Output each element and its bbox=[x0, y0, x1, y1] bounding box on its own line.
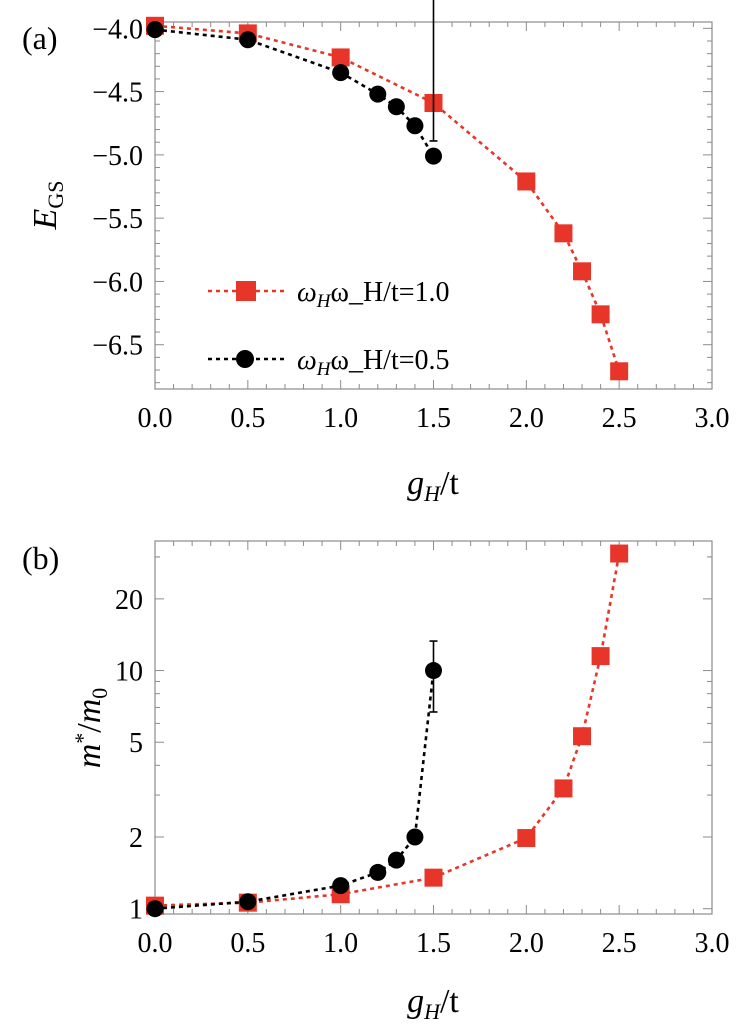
data-point-circle bbox=[369, 85, 387, 103]
panel-a-x-axis-label: gH/t bbox=[407, 465, 459, 506]
y-tick-label: −6.5 bbox=[92, 331, 143, 362]
y-tick-label: 2 bbox=[129, 823, 143, 854]
x-tick-label: 3.0 bbox=[695, 928, 730, 959]
data-point-circle bbox=[239, 31, 257, 49]
x-tick-label: 0.5 bbox=[230, 928, 265, 959]
panel-a-series bbox=[146, 0, 629, 381]
panel-b-frame bbox=[154, 540, 713, 915]
panel-b-x-tick-labels: 0.0 0.5 1.0 1.5 2.0 2.5 3.0 bbox=[138, 928, 730, 959]
data-point-circle bbox=[406, 828, 424, 846]
data-point-square bbox=[591, 305, 610, 324]
data-point-circle bbox=[387, 851, 405, 869]
series-line-black bbox=[154, 670, 435, 910]
panel-b-x-axis-label: gH/t bbox=[407, 983, 459, 1024]
data-point-square bbox=[573, 727, 592, 746]
data-point-square bbox=[554, 224, 573, 243]
x-tick-label: 1.5 bbox=[416, 403, 451, 434]
panel-a-label: (a) bbox=[22, 20, 58, 56]
x-tick-label: 1.5 bbox=[416, 928, 451, 959]
series-line-red bbox=[154, 24, 621, 372]
data-point-circle bbox=[146, 21, 164, 39]
y-tick-label: 20 bbox=[115, 585, 143, 616]
panel-b-y-tick-labels: 1 2 5 10 20 bbox=[115, 585, 143, 926]
panel-b-label: (b) bbox=[22, 540, 59, 576]
data-point-circle bbox=[332, 877, 350, 895]
y-tick-label: −6.0 bbox=[92, 267, 143, 298]
series-line-red bbox=[154, 553, 621, 907]
legend: ωHω_H/t=1.0 ωHω_H/t=0.5 bbox=[208, 277, 450, 380]
data-point-square bbox=[610, 362, 629, 381]
data-point-circle bbox=[387, 98, 405, 116]
x-tick-label: 2.0 bbox=[509, 928, 544, 959]
legend-label-omega-0.5: ωHω_H/t=0.5 bbox=[297, 345, 450, 380]
y-tick-label: 5 bbox=[129, 728, 143, 759]
data-point-square bbox=[591, 647, 610, 666]
data-point-square bbox=[424, 868, 443, 887]
data-point-circle bbox=[369, 863, 387, 881]
data-point-square bbox=[554, 779, 573, 798]
y-tick-label: 10 bbox=[115, 657, 143, 688]
x-tick-label: 0.0 bbox=[138, 928, 173, 959]
panel-a-y-tick-labels: −4.0 −4.5 −5.0 −5.5 −6.0 −6.5 bbox=[92, 14, 143, 361]
series-line-black bbox=[154, 28, 435, 157]
legend-square-marker bbox=[236, 281, 256, 301]
x-tick-label: 0.5 bbox=[230, 403, 265, 434]
x-tick-label: 1.0 bbox=[323, 928, 358, 959]
y-tick-label: −4.0 bbox=[92, 14, 143, 45]
legend-label-omega-1.0: ωHω_H/t=1.0 bbox=[297, 277, 450, 312]
legend-text-2: ω_H/t=0.5 bbox=[331, 345, 450, 376]
data-point-circle bbox=[406, 117, 424, 135]
x-tick-label: 3.0 bbox=[695, 403, 730, 434]
x-tick-label: 1.0 bbox=[323, 403, 358, 434]
data-point-circle bbox=[425, 662, 442, 680]
panel-b-series bbox=[146, 544, 629, 918]
legend-item-omega-1.0: ωHω_H/t=1.0 bbox=[208, 277, 450, 312]
data-point-circle bbox=[239, 893, 257, 911]
data-point-circle bbox=[425, 147, 442, 165]
error-bar bbox=[429, 0, 438, 142]
x-tick-label: 2.0 bbox=[509, 403, 544, 434]
data-point-square bbox=[331, 48, 350, 67]
legend-item-omega-0.5: ωHω_H/t=0.5 bbox=[208, 345, 450, 380]
y-tick-label: 1 bbox=[129, 895, 143, 926]
data-point-square bbox=[573, 262, 592, 281]
data-point-square bbox=[517, 172, 536, 191]
y-tick-label: −5.5 bbox=[92, 204, 143, 235]
panel-b-ticks bbox=[154, 541, 713, 914]
y-tick-label: −5.0 bbox=[92, 141, 143, 172]
panel-a-x-tick-labels: 0.0 0.5 1.0 1.5 2.0 2.5 3.0 bbox=[138, 403, 730, 434]
x-tick-label: 0.0 bbox=[138, 403, 173, 434]
data-point-circle bbox=[146, 900, 164, 918]
panel-b-y-axis-label: m*/m0 bbox=[70, 688, 112, 769]
panel-a: (a) 0.0 0.5 1.0 1.5 2.0 2.5 3.0 −4.0 −4.5 −5.0 −5… bbox=[22, 0, 730, 506]
y-tick-label: −4.5 bbox=[92, 78, 143, 109]
x-tick-label: 2.5 bbox=[602, 928, 637, 959]
data-point-square bbox=[517, 829, 536, 848]
legend-circle-marker bbox=[236, 350, 254, 368]
x-tick-label: 2.5 bbox=[602, 403, 637, 434]
data-point-square bbox=[610, 544, 629, 563]
legend-text-1: ω_H/t=1.0 bbox=[331, 277, 450, 308]
panel-a-y-axis-label: EGS bbox=[27, 181, 68, 231]
data-point-circle bbox=[332, 64, 350, 82]
panel-b: (b) 0.0 0.5 1.0 1.5 2.0 2.5 3.0 1 2 5 10 20 gH/t m… bbox=[22, 540, 730, 1024]
